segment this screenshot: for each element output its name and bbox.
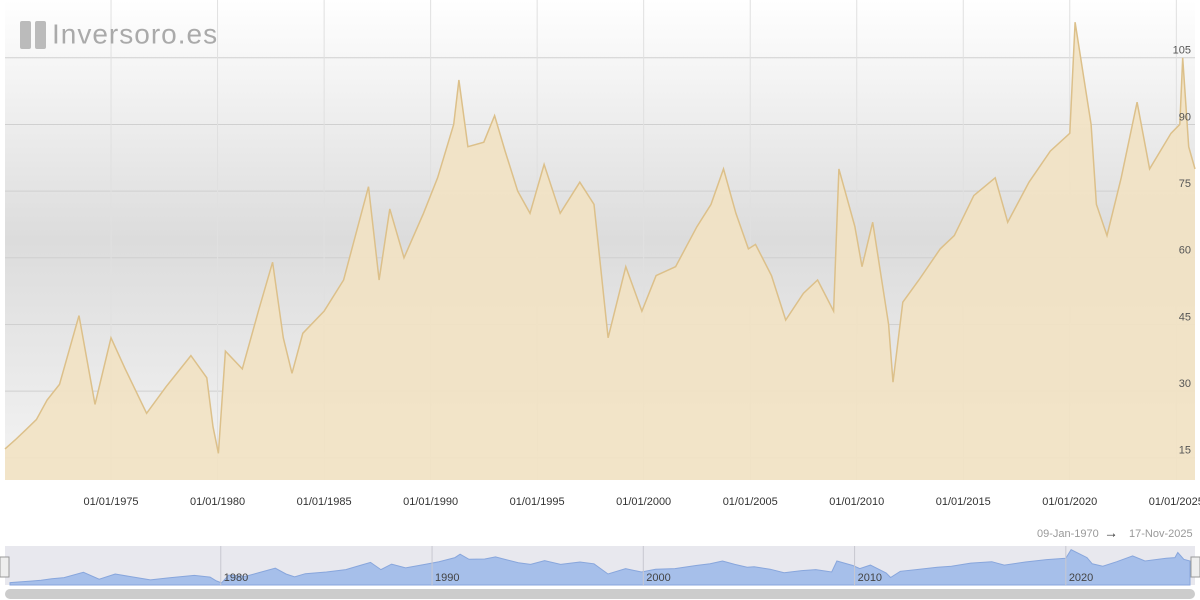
x-tick-label: 01/01/2015 xyxy=(936,496,991,508)
logo-icon xyxy=(20,21,31,49)
y-tick-label: 30 xyxy=(1179,378,1191,390)
y-tick-label: 90 xyxy=(1179,111,1191,123)
area xyxy=(5,22,1195,480)
range-arrow: → xyxy=(1104,525,1118,541)
y-tick-label: 75 xyxy=(1179,178,1191,190)
navigator-tick-label: 2020 xyxy=(1069,572,1093,584)
navigator-handle[interactable] xyxy=(0,556,10,578)
logo-icon xyxy=(35,21,46,49)
x-tick-label: 01/01/1990 xyxy=(403,496,458,508)
navigator-tick-label: 2010 xyxy=(858,572,882,584)
x-tick-label: 01/01/1985 xyxy=(297,496,352,508)
range-from: 09-Jan-1970 xyxy=(1037,528,1099,540)
x-tick-label: 01/01/2025 xyxy=(1149,496,1200,508)
line xyxy=(4,22,1196,454)
x-tick-label: 01/01/1975 xyxy=(84,496,139,508)
x-tick-label: 01/01/2010 xyxy=(829,496,884,508)
x-tick-label: 01/01/1980 xyxy=(190,496,245,508)
scrollbar[interactable] xyxy=(5,589,1195,599)
navigator-tick-label: 1980 xyxy=(224,572,248,584)
y-tick-label: 15 xyxy=(1179,445,1191,457)
navigator-tick-label: 1990 xyxy=(435,572,459,584)
x-tick-label: 01/01/2020 xyxy=(1042,496,1097,508)
x-tick-label: 01/01/2000 xyxy=(616,496,671,508)
logo: Inversoro.es xyxy=(52,18,218,49)
navigator-handle[interactable] xyxy=(1190,556,1200,578)
y-tick-label: 105 xyxy=(1173,45,1191,57)
y-tick-label: 45 xyxy=(1179,311,1191,323)
x-tick-label: 01/01/2005 xyxy=(723,496,778,508)
navigator-tick-label: 2000 xyxy=(646,572,670,584)
range-to: 17-Nov-2025 xyxy=(1129,528,1193,540)
y-tick-label: 60 xyxy=(1179,245,1191,257)
x-tick-label: 01/01/1995 xyxy=(510,496,565,508)
